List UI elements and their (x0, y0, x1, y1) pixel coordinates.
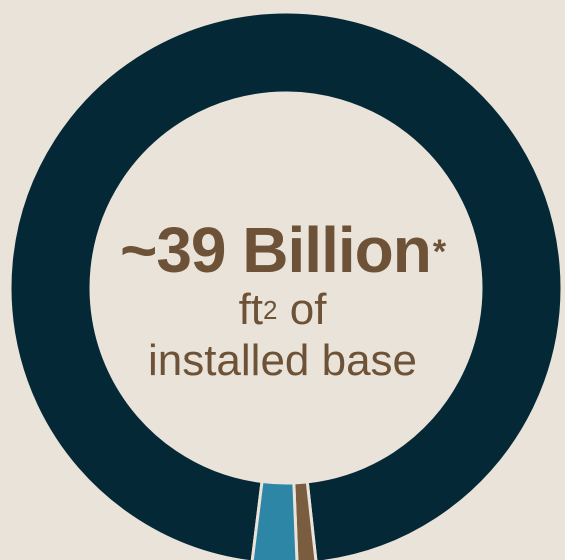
donut-slice-0 (8, 10, 564, 560)
unit-base: ft (238, 285, 264, 334)
headline-value: ~39 Billion (119, 214, 432, 286)
donut-slice-2 (250, 479, 299, 560)
footnote-asterisk: * (432, 233, 446, 271)
center-headline: ~39 Billion* (0, 214, 565, 286)
center-unit-line: ft2 of (0, 286, 565, 334)
unit-suffix: of (277, 285, 327, 334)
unit-superscript: 2 (263, 295, 278, 325)
center-description: installed base (147, 336, 418, 385)
